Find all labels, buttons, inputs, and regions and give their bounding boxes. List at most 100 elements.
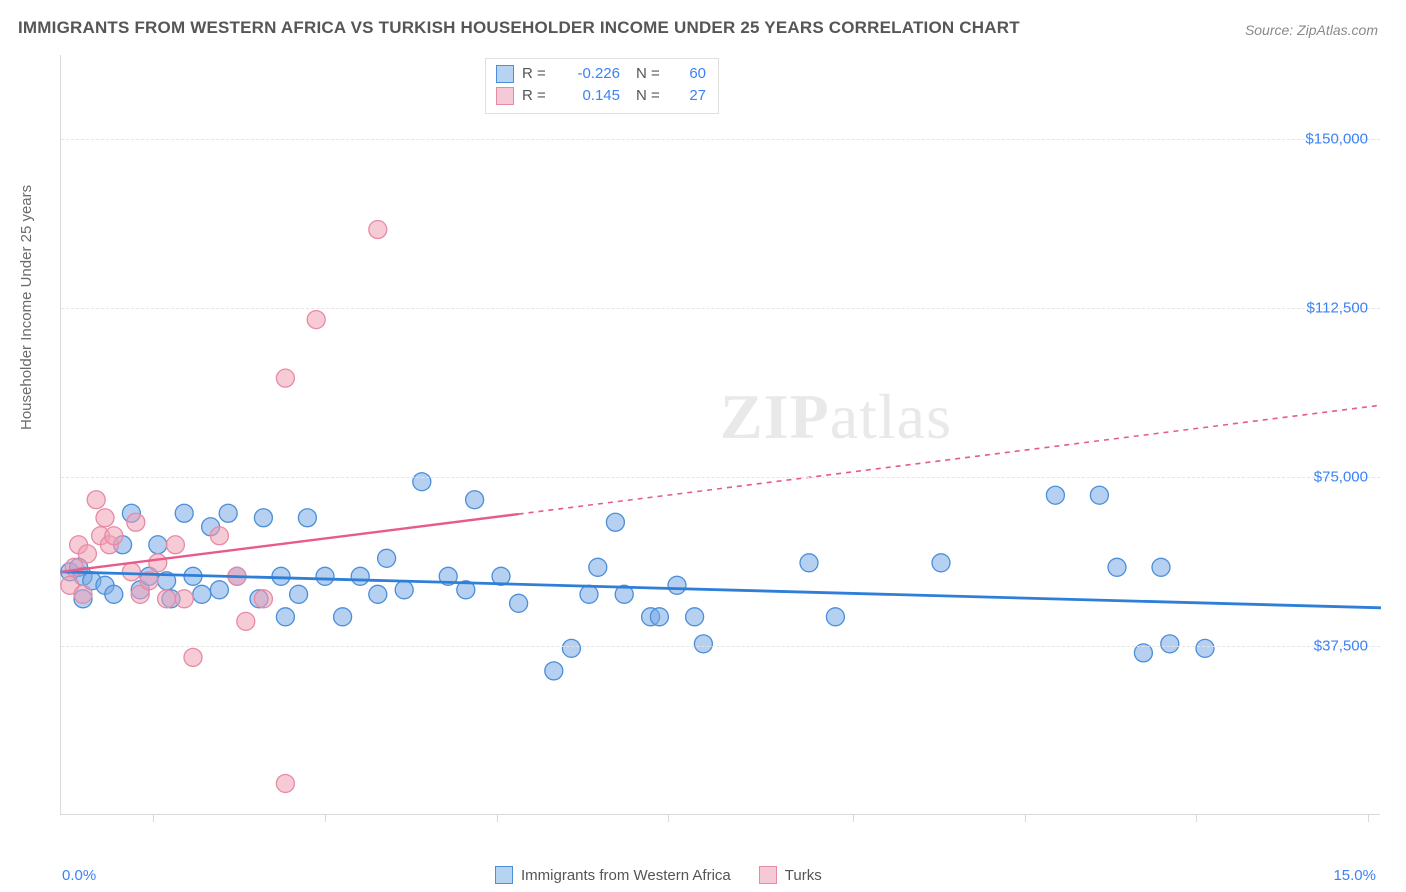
legend-row: R = 0.145 N = 27 — [496, 85, 706, 107]
legend-r-value: -0.226 — [560, 63, 620, 85]
data-point — [413, 473, 431, 491]
gridline — [61, 308, 1380, 309]
y-tick-label: $150,000 — [1305, 131, 1368, 148]
data-point — [606, 513, 624, 531]
data-point — [149, 536, 167, 554]
data-point — [210, 527, 228, 545]
data-point — [184, 648, 202, 666]
data-point — [74, 585, 92, 603]
y-axis-title: Householder Income Under 25 years — [18, 185, 35, 430]
data-point — [562, 639, 580, 657]
data-point — [175, 504, 193, 522]
data-point — [369, 221, 387, 239]
x-axis-min-label: 0.0% — [62, 867, 96, 884]
gridline — [61, 477, 1380, 478]
x-tick — [1368, 814, 1369, 822]
data-point — [193, 585, 211, 603]
x-tick — [668, 814, 669, 822]
chart-title: IMMIGRANTS FROM WESTERN AFRICA VS TURKIS… — [18, 18, 1020, 38]
x-tick — [325, 814, 326, 822]
legend-n-label: N = — [636, 85, 666, 107]
gridline — [61, 139, 1380, 140]
data-point — [800, 554, 818, 572]
data-point — [1152, 558, 1170, 576]
data-point — [351, 567, 369, 585]
trend-line-dashed — [519, 405, 1381, 514]
legend-r-value: 0.145 — [560, 85, 620, 107]
data-point — [127, 513, 145, 531]
data-point — [466, 491, 484, 509]
series-label: Immigrants from Western Africa — [521, 867, 731, 884]
data-point — [1108, 558, 1126, 576]
series-legend: Immigrants from Western Africa Turks — [495, 866, 822, 884]
data-point — [175, 590, 193, 608]
legend-swatch — [496, 65, 514, 83]
legend-r-label: R = — [522, 63, 552, 85]
series-legend-item: Immigrants from Western Africa — [495, 866, 731, 884]
data-point — [334, 608, 352, 626]
data-point — [276, 608, 294, 626]
x-tick — [497, 814, 498, 822]
data-point — [298, 509, 316, 527]
data-point — [96, 509, 114, 527]
legend-swatch — [496, 87, 514, 105]
x-tick — [853, 814, 854, 822]
series-label: Turks — [785, 867, 822, 884]
y-tick-label: $112,500 — [1307, 300, 1368, 317]
chart-plot-area: $37,500 $75,000 $112,500 $150,000 — [60, 55, 1380, 815]
legend-r-label: R = — [522, 85, 552, 107]
series-legend-item: Turks — [759, 866, 822, 884]
data-point — [105, 527, 123, 545]
legend-swatch — [495, 866, 513, 884]
scatter-plot-svg — [61, 55, 1380, 814]
data-point — [87, 491, 105, 509]
data-point — [686, 608, 704, 626]
data-point — [1046, 486, 1064, 504]
data-point — [668, 576, 686, 594]
y-tick-label: $75,000 — [1314, 469, 1368, 486]
data-point — [122, 563, 140, 581]
data-point — [105, 585, 123, 603]
data-point — [219, 504, 237, 522]
data-point — [276, 369, 294, 387]
data-point — [826, 608, 844, 626]
data-point — [545, 662, 563, 680]
data-point — [290, 585, 308, 603]
data-point — [254, 509, 272, 527]
data-point — [158, 590, 176, 608]
data-point — [589, 558, 607, 576]
x-tick — [153, 814, 154, 822]
x-tick — [1025, 814, 1026, 822]
legend-row: R = -0.226 N = 60 — [496, 63, 706, 85]
data-point — [316, 567, 334, 585]
data-point — [369, 585, 387, 603]
legend-swatch — [759, 866, 777, 884]
data-point — [1090, 486, 1108, 504]
y-tick-label: $37,500 — [1314, 638, 1368, 655]
data-point — [580, 585, 598, 603]
data-point — [378, 549, 396, 567]
data-point — [166, 536, 184, 554]
data-point — [1161, 635, 1179, 653]
data-point — [510, 594, 528, 612]
data-point — [932, 554, 950, 572]
data-point — [78, 545, 96, 563]
correlation-legend: R = -0.226 N = 60 R = 0.145 N = 27 — [485, 58, 719, 114]
data-point — [1196, 639, 1214, 657]
source-attribution: Source: ZipAtlas.com — [1245, 22, 1378, 38]
legend-n-label: N = — [636, 63, 666, 85]
data-point — [276, 774, 294, 792]
data-point — [254, 590, 272, 608]
data-point — [237, 612, 255, 630]
data-point — [210, 581, 228, 599]
legend-n-value: 27 — [674, 85, 706, 107]
data-point — [650, 608, 668, 626]
data-point — [307, 311, 325, 329]
gridline — [61, 646, 1380, 647]
data-point — [149, 554, 167, 572]
legend-n-value: 60 — [674, 63, 706, 85]
x-axis-max-label: 15.0% — [1333, 867, 1376, 884]
x-tick — [1196, 814, 1197, 822]
data-point — [694, 635, 712, 653]
data-point — [395, 581, 413, 599]
